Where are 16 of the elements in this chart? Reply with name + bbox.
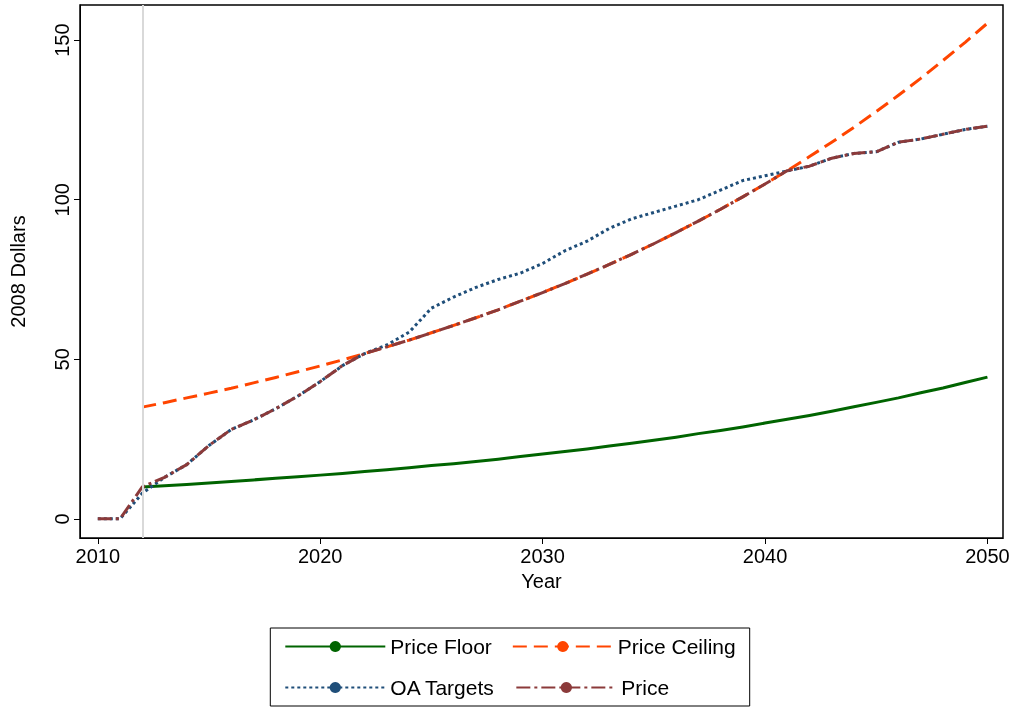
- legend-label: Price: [621, 676, 670, 699]
- x-tick-label: 2030: [520, 545, 565, 567]
- y-tick-label: 100: [51, 183, 73, 217]
- y-axis-title: 2008 Dollars: [7, 215, 29, 328]
- y-tick-label: 150: [51, 23, 73, 57]
- x-axis-title: Year: [521, 569, 563, 592]
- legend-label: OA Targets: [390, 676, 494, 699]
- y-tick-label: 50: [51, 348, 73, 371]
- line-series: [96, 124, 989, 521]
- x-tick-label: 2040: [742, 545, 788, 567]
- x-tick-label: 2010: [75, 545, 121, 567]
- x-tick-label: 2050: [965, 545, 1010, 567]
- y-tick-label: 0: [51, 513, 73, 525]
- legend-label: Price Floor: [390, 635, 492, 658]
- x-tick-label: 2020: [297, 545, 343, 567]
- legend-label: Price Ceiling: [617, 635, 736, 658]
